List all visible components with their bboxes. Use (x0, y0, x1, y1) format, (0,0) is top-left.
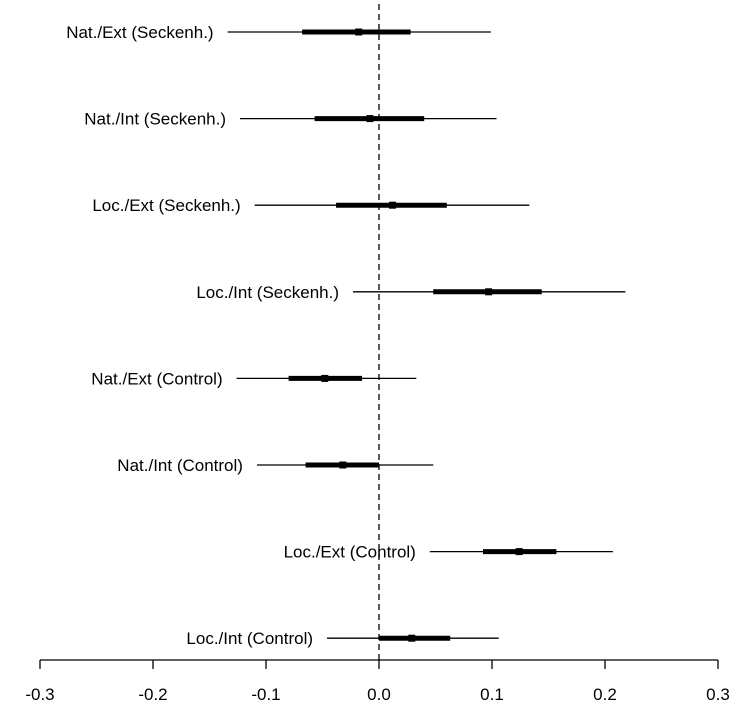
row-label: Nat./Ext (Seckenh.) (66, 23, 213, 42)
point-estimate (515, 548, 523, 556)
point-estimate (366, 115, 374, 123)
x-tick-label: -0.2 (138, 685, 167, 704)
x-tick-label: 0.2 (593, 685, 617, 704)
point-estimate (339, 461, 347, 469)
row-label: Loc./Ext (Seckenh.) (92, 196, 240, 215)
x-tick-label: 0.1 (480, 685, 504, 704)
point-estimate (408, 634, 416, 642)
row-label: Loc./Int (Control) (186, 629, 313, 648)
row-label: Nat./Int (Seckenh.) (84, 110, 226, 129)
row-label: Nat./Ext (Control) (91, 369, 222, 388)
x-tick-label: -0.3 (25, 685, 54, 704)
x-tick-label: 0.3 (706, 685, 730, 704)
x-tick-label: -0.1 (251, 685, 280, 704)
point-estimate (321, 374, 329, 382)
point-estimate (355, 28, 363, 36)
x-tick-label: 0.0 (367, 685, 391, 704)
row-label: Loc./Ext (Control) (284, 543, 416, 562)
row-label: Loc./Int (Seckenh.) (196, 283, 339, 302)
point-estimate (485, 288, 493, 296)
row-label: Nat./Int (Control) (117, 456, 243, 475)
point-estimate (389, 201, 397, 209)
